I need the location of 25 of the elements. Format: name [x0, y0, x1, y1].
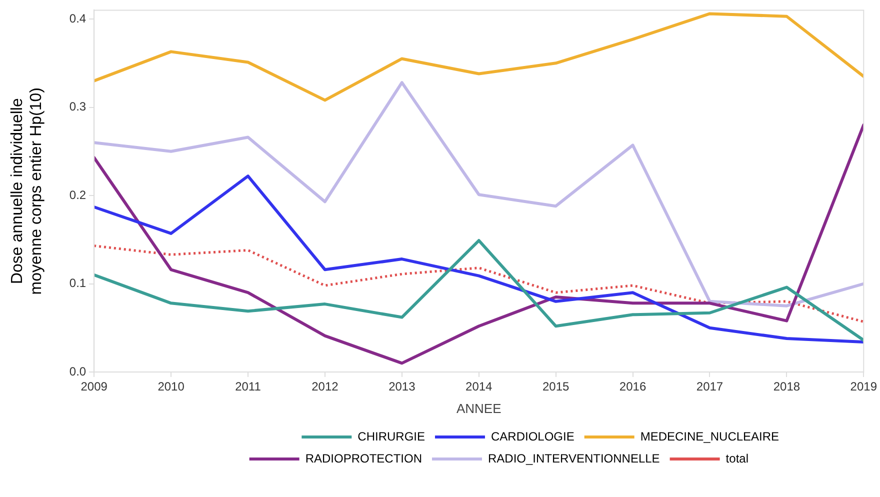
legend-label: total: [726, 451, 748, 466]
y-tick-label: 0.3: [69, 100, 86, 114]
y-tick-label: 0.1: [69, 276, 86, 290]
y-tick-label: 0.4: [69, 11, 86, 26]
x-tick-label: 2017: [696, 380, 724, 394]
x-axis-title: ANNEE: [456, 400, 502, 416]
legend-label: CHIRURGIE: [358, 429, 425, 444]
x-tick-label: 2010: [158, 380, 185, 394]
x-tick-label: 2013: [388, 380, 416, 394]
x-tick-label: 2018: [773, 380, 800, 394]
y-tick-label: 0.2: [69, 188, 86, 202]
x-tick-label: 2015: [542, 380, 570, 394]
y-axis-title: Dose annuelle individuelle moyenne corps entier Hp(10): [9, 87, 46, 295]
x-tick-label: 2012: [312, 380, 339, 394]
legend-label: CARDIOLOGIE: [490, 429, 574, 444]
x-tick-label: 2014: [466, 380, 493, 394]
x-tick-label: 2011: [235, 380, 262, 394]
legend-label: RADIOPROTECTION: [305, 451, 422, 466]
legend-label: MEDECINE_NUCLEAIRE: [640, 429, 780, 444]
x-tick-label: 2009: [80, 380, 108, 394]
x-tick-label: 2019: [850, 380, 878, 394]
y-tick-label: 0.0: [69, 364, 86, 378]
legend-label: RADIO_INTERVENTIONNELLE: [488, 451, 660, 466]
x-tick-label: 2016: [619, 380, 646, 394]
line-series: [94, 244, 864, 323]
